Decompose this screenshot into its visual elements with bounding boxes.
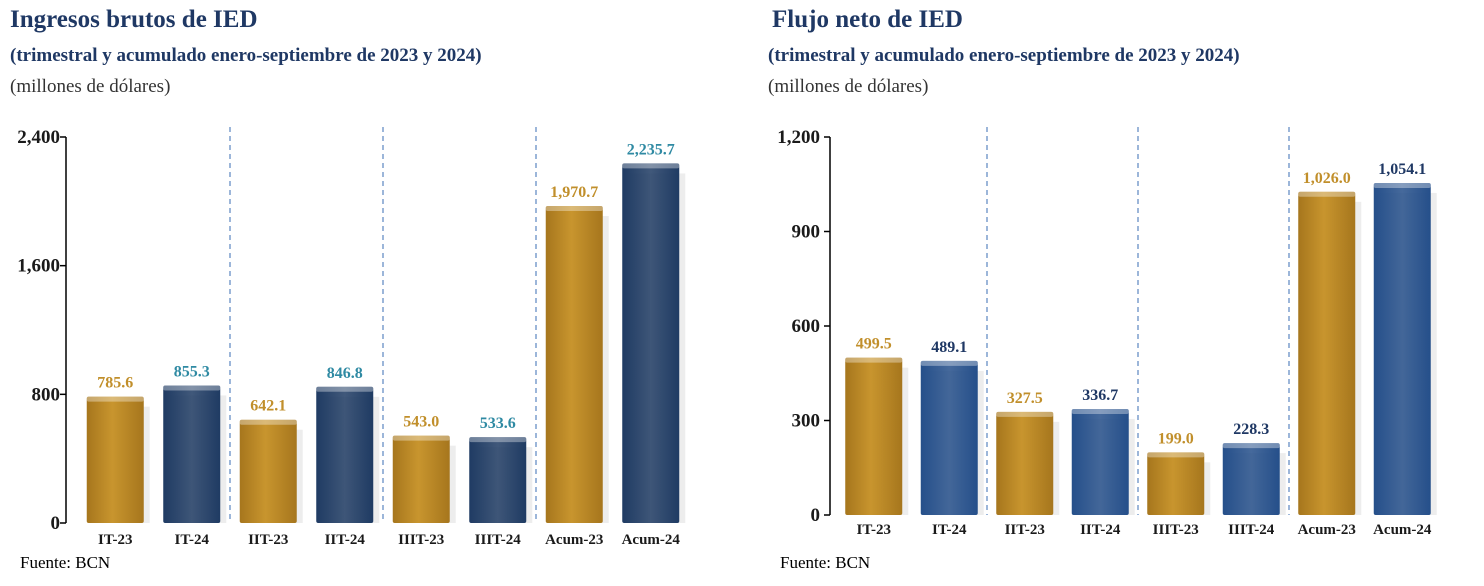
x-category-label: IIIT-24 <box>1228 522 1275 538</box>
bar-highlight <box>1373 182 1431 188</box>
chart-title: Ingresos brutos de IED <box>10 6 258 33</box>
bar-value-label: 327.5 <box>1007 390 1043 407</box>
x-category-label: Acum-23 <box>1298 522 1356 538</box>
bar-value-label: 642.1 <box>250 398 286 415</box>
bar-value-label: 489.1 <box>931 339 967 356</box>
bar-highlight <box>920 360 978 366</box>
x-category-label: IIT-24 <box>1080 522 1121 538</box>
bar-acum-23 <box>1298 191 1356 515</box>
bar-iiit-23 <box>1147 452 1205 515</box>
bar-value-label: 1,054.1 <box>1378 161 1426 178</box>
bar-value-label: 533.6 <box>480 415 516 432</box>
y-tick-label: 1,600 <box>17 256 60 277</box>
bar-chart-flujo: 0 300 600 900 1,200 499.5 IT-23 489.1 IT-24 327.5… <box>777 127 1437 538</box>
x-category-label: IIIT-23 <box>398 532 444 548</box>
bar-iit-23 <box>239 419 297 523</box>
bar-highlight <box>316 386 374 392</box>
bar-highlight <box>86 396 144 402</box>
bar-it-23 <box>86 396 144 523</box>
bar-value-label: 1,970.7 <box>550 184 598 201</box>
chart-units: (millones de dólares) <box>768 76 929 97</box>
bar-value-label: 855.3 <box>174 363 210 380</box>
chart-subtitle: (trimestral y acumulado enero-septiembre… <box>768 45 1240 66</box>
bar-highlight <box>1222 443 1280 449</box>
x-category-label: IT-24 <box>175 532 210 548</box>
x-category-label: IT-23 <box>857 522 891 538</box>
chart-units: (millones de dólares) <box>10 76 171 97</box>
x-category-label: IIT-23 <box>248 532 288 548</box>
bar-iit-24 <box>1071 408 1129 515</box>
bar-iit-24 <box>316 386 374 523</box>
bar-value-label: 199.0 <box>1158 430 1194 447</box>
bar-highlight <box>1071 408 1129 414</box>
bar-acum-24 <box>1373 182 1431 515</box>
x-category-label: Acum-24 <box>1373 522 1432 538</box>
bar-highlight <box>239 419 297 425</box>
bar-it-24 <box>163 385 221 523</box>
chart-title: Flujo neto de IED <box>772 6 963 33</box>
chart-panel-flujo: Flujo neto de IED (trimestral y acumulad… <box>760 0 1484 586</box>
y-tick-label: 1,200 <box>777 127 820 148</box>
bar-highlight <box>996 411 1054 417</box>
bar-it-24 <box>920 360 978 515</box>
bar-value-label: 2,235.7 <box>627 141 675 158</box>
x-category-label: IIT-24 <box>325 532 366 548</box>
x-category-label: IIIT-24 <box>475 532 522 548</box>
bar-iiit-24 <box>469 437 527 523</box>
bar-highlight <box>1147 452 1205 458</box>
x-category-label: IIIT-23 <box>1153 522 1199 538</box>
chart-subtitle: (trimestral y acumulado enero-septiembre… <box>10 45 482 66</box>
bar-acum-24 <box>622 163 680 523</box>
bar-acum-23 <box>545 206 603 523</box>
bar-value-label: 543.0 <box>403 414 439 431</box>
x-category-label: Acum-23 <box>545 532 603 548</box>
y-tick-label: 0 <box>51 513 61 534</box>
bar-value-label: 785.6 <box>97 375 133 392</box>
bar-value-label: 336.7 <box>1082 387 1118 404</box>
chart-panel-ingresos: Ingresos brutos de IED (trimestral y acu… <box>10 6 686 572</box>
chart-source: Fuente: BCN <box>20 553 111 572</box>
y-tick-label: 0 <box>811 505 821 526</box>
bar-highlight <box>469 437 527 443</box>
bar-it-23 <box>845 357 903 515</box>
bar-highlight <box>622 163 680 169</box>
bar-value-label: 846.8 <box>327 365 363 382</box>
x-category-label: IIT-23 <box>1005 522 1045 538</box>
bar-iiit-23 <box>392 435 450 523</box>
x-category-label: IT-24 <box>932 522 967 538</box>
y-tick-label: 800 <box>32 384 61 405</box>
bar-iit-23 <box>996 411 1054 515</box>
bar-chart-ingresos: 0 800 1,600 2,400 785.6 IT-23 855.3 IT-24 642.1 I… <box>17 127 686 548</box>
bar-highlight <box>392 435 450 441</box>
y-tick-label: 600 <box>792 316 821 337</box>
x-category-label: IT-23 <box>98 532 132 548</box>
chart-source: Fuente: BCN <box>780 553 871 572</box>
bar-highlight <box>1298 191 1356 197</box>
x-category-label: Acum-24 <box>622 532 681 548</box>
bar-value-label: 228.3 <box>1233 421 1269 438</box>
bar-value-label: 499.5 <box>856 336 892 353</box>
bar-highlight <box>845 357 903 363</box>
bar-highlight <box>545 206 603 212</box>
y-tick-label: 2,400 <box>17 127 60 148</box>
bar-highlight <box>163 385 221 391</box>
bar-value-label: 1,026.0 <box>1303 170 1351 187</box>
bar-iiit-24 <box>1222 443 1280 515</box>
y-tick-label: 900 <box>792 222 821 243</box>
y-tick-label: 300 <box>792 411 821 432</box>
